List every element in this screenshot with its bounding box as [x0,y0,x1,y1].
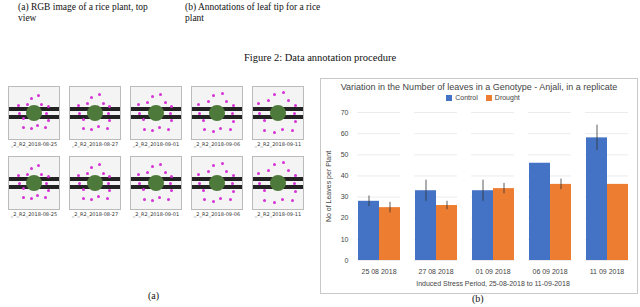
html-text:_2_R2_2018-08-25: _2_R2_2018-08-25 [10,141,58,147]
svg-text:06 09 2018: 06 09 2018 [532,268,567,275]
svg-text:11 09 2018: 11 09 2018 [590,268,625,275]
svg-text:0: 0 [345,257,349,264]
svg-text:70: 70 [341,109,349,116]
svg-text:40: 40 [341,172,349,179]
svg-text:20: 20 [341,214,349,221]
svg-text:10: 10 [341,236,349,243]
html-text:_2_R2_2018-09-06: _2_R2_2018-09-06 [193,211,241,217]
svg-text:No of Leaves per Plant: No of Leaves per Plant [325,151,333,222]
svg-text:27 08 2018: 27 08 2018 [418,268,453,275]
html-text:_2_R2_2018-09-01: _2_R2_2018-09-01 [132,141,180,147]
html-text:_2_R2_2018-08-25: _2_R2_2018-08-25 [10,211,58,217]
html-text:_2_R2_2018-09-06: _2_R2_2018-09-06 [193,141,241,147]
html-text:Control: Control [455,94,478,101]
html-text:Variation in the Number of lea: Variation in the Number of leaves in a G… [340,82,618,92]
html-text:Drought: Drought [494,94,520,101]
html-text:(b) Annotations of leaf tip fo: (b) Annotations of leaf tip for a rice p… [185,2,321,23]
html-text:_2_R2_2018-08-27: _2_R2_2018-08-27 [71,141,119,147]
svg-text:60: 60 [341,130,349,137]
svg-text:50: 50 [341,151,349,158]
html-text:(b): (b) [472,293,484,304]
html-text:_2_R2_2018-09-01: _2_R2_2018-09-01 [132,211,180,217]
svg-text:Induced Stress Period, 25-08-2: Induced Stress Period, 25-08-2018 to 11-… [416,280,570,287]
html-text:Figure 2: Data annotation proc: Figure 2: Data annotation procedure [243,52,397,63]
svg-text:25 08 2018: 25 08 2018 [361,268,396,275]
html-text:_2_R2_2018-08-27: _2_R2_2018-08-27 [71,211,119,217]
html-text:_2_R2_2018-09-11: _2_R2_2018-09-11 [254,211,302,217]
html-text:(a) RGB image of a rice plant,: (a) RGB image of a rice plant, top view [18,2,148,23]
html-text:_2_R2_2018-09-11: _2_R2_2018-09-11 [254,141,302,147]
svg-text:30: 30 [341,193,349,200]
html-text:(a): (a) [148,290,160,301]
svg-text:01 09 2018: 01 09 2018 [475,268,510,275]
